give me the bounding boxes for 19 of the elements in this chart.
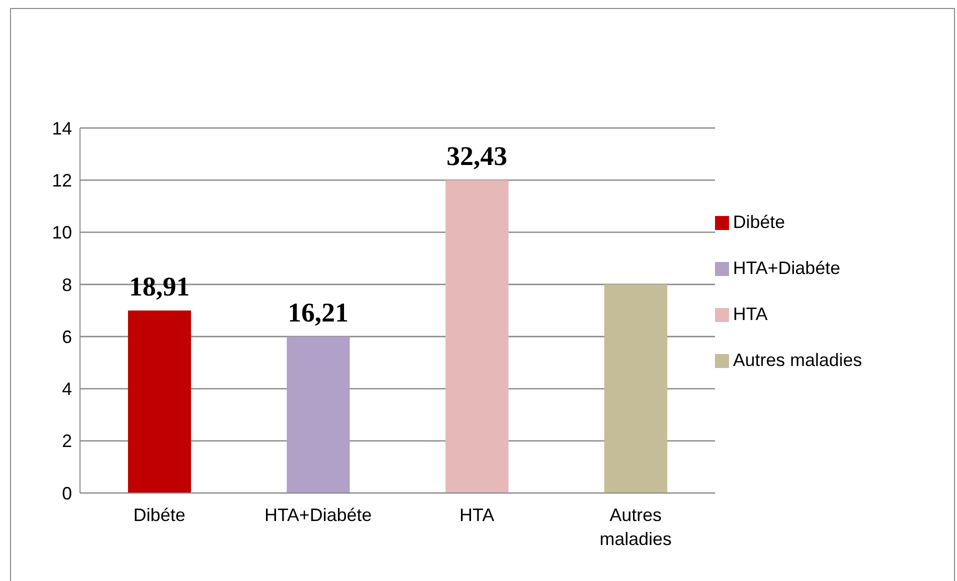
- x-tick-label: Autres maladies: [600, 505, 672, 549]
- x-tick-label: HTA+Diabéte: [264, 505, 372, 525]
- x-tick-label: Dibéte: [133, 505, 186, 525]
- legend-label: Dibéte: [733, 212, 786, 232]
- annotation: 18,91: [129, 272, 190, 302]
- y-tick-label: 0: [62, 483, 72, 504]
- legend-label: HTA: [733, 304, 768, 324]
- y-tick-label: 6: [62, 326, 72, 347]
- legend-label: HTA+Diabéte: [733, 258, 840, 278]
- y-tick-label: 10: [52, 222, 72, 243]
- y-tick-label: 12: [52, 170, 72, 191]
- y-tick-label: 2: [62, 431, 72, 452]
- y-tick-label: 14: [52, 118, 72, 138]
- legend-label: Autres maladies: [733, 350, 862, 370]
- y-tick-label: 4: [62, 379, 72, 400]
- annotation: 16,21: [288, 298, 348, 328]
- y-tick-label: 8: [62, 274, 72, 295]
- annotation: 32,43: [446, 141, 508, 172]
- x-tick-label: HTA: [460, 505, 494, 525]
